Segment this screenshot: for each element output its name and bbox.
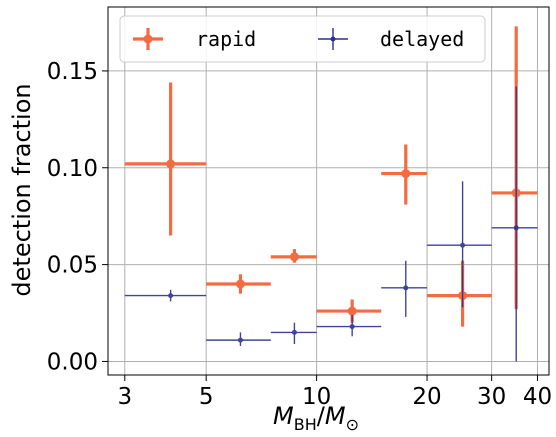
plot-frame (107, 6, 550, 376)
delayed-marker (168, 293, 174, 299)
legend-box (119, 15, 486, 63)
x-tick-label: 30 (477, 384, 506, 410)
legend-label-delayed: delayed (380, 27, 464, 51)
y-axis-label: detection fraction (8, 83, 36, 296)
rapid-marker (401, 169, 411, 179)
rapid-point (270, 249, 317, 263)
delayed-marker (513, 225, 519, 231)
rapid-marker (166, 159, 176, 169)
rapid-marker (289, 252, 299, 262)
delayed-point (124, 289, 207, 302)
legend: rapid delayed (119, 15, 486, 63)
rapid-point (427, 260, 492, 327)
rapid-point (316, 299, 382, 323)
x-tick-label: 10 (302, 384, 331, 410)
delayed-point (270, 322, 317, 345)
series-layer (124, 26, 538, 362)
legend-entry-rapid: rapid (133, 27, 256, 51)
delayed-marker (460, 242, 466, 248)
legend-swatch-marker (330, 36, 336, 42)
delayed-point (491, 86, 538, 362)
rapid-point (381, 144, 428, 205)
x-axis-label: MBH/M⊙ (273, 402, 359, 434)
y-tick-label: 0.00 (47, 349, 98, 375)
delayed-point (427, 181, 492, 308)
delayed-marker (237, 337, 243, 343)
rapid-marker (347, 306, 357, 316)
x-tick-label: 3 (117, 384, 132, 410)
ticks: 3 5 10 20 30 40 0.00 0.05 0.10 0.15 (47, 59, 552, 410)
x-axis-label-main2: M (325, 402, 346, 430)
legend-entry-delayed: delayed (318, 27, 464, 51)
x-tick-label: 20 (412, 384, 441, 410)
legend-label-rapid: rapid (196, 27, 256, 51)
rapid-marker (235, 279, 245, 289)
delayed-point (381, 260, 428, 317)
rapid-point (206, 274, 271, 294)
grid (108, 7, 549, 375)
x-axis-label-sub1: BH (294, 415, 317, 434)
rapid-point (124, 82, 207, 236)
y-tick-label: 0.15 (47, 59, 98, 85)
x-tick-label: 40 (523, 384, 552, 410)
x-axis-label-slash: / (317, 402, 326, 430)
series-delayed (124, 86, 538, 362)
delayed-marker (291, 329, 297, 335)
delayed-marker (403, 285, 409, 291)
x-tick-label: 5 (199, 384, 214, 410)
delayed-marker (349, 324, 355, 330)
x-axis-label-main: M (273, 402, 294, 430)
delayed-point (316, 314, 382, 337)
y-tick-label: 0.05 (47, 253, 98, 279)
legend-swatch-marker (143, 34, 153, 44)
y-tick-label: 0.10 (47, 156, 98, 182)
delayed-point (206, 332, 271, 346)
x-axis-label-sub2: ⊙ (346, 415, 359, 434)
